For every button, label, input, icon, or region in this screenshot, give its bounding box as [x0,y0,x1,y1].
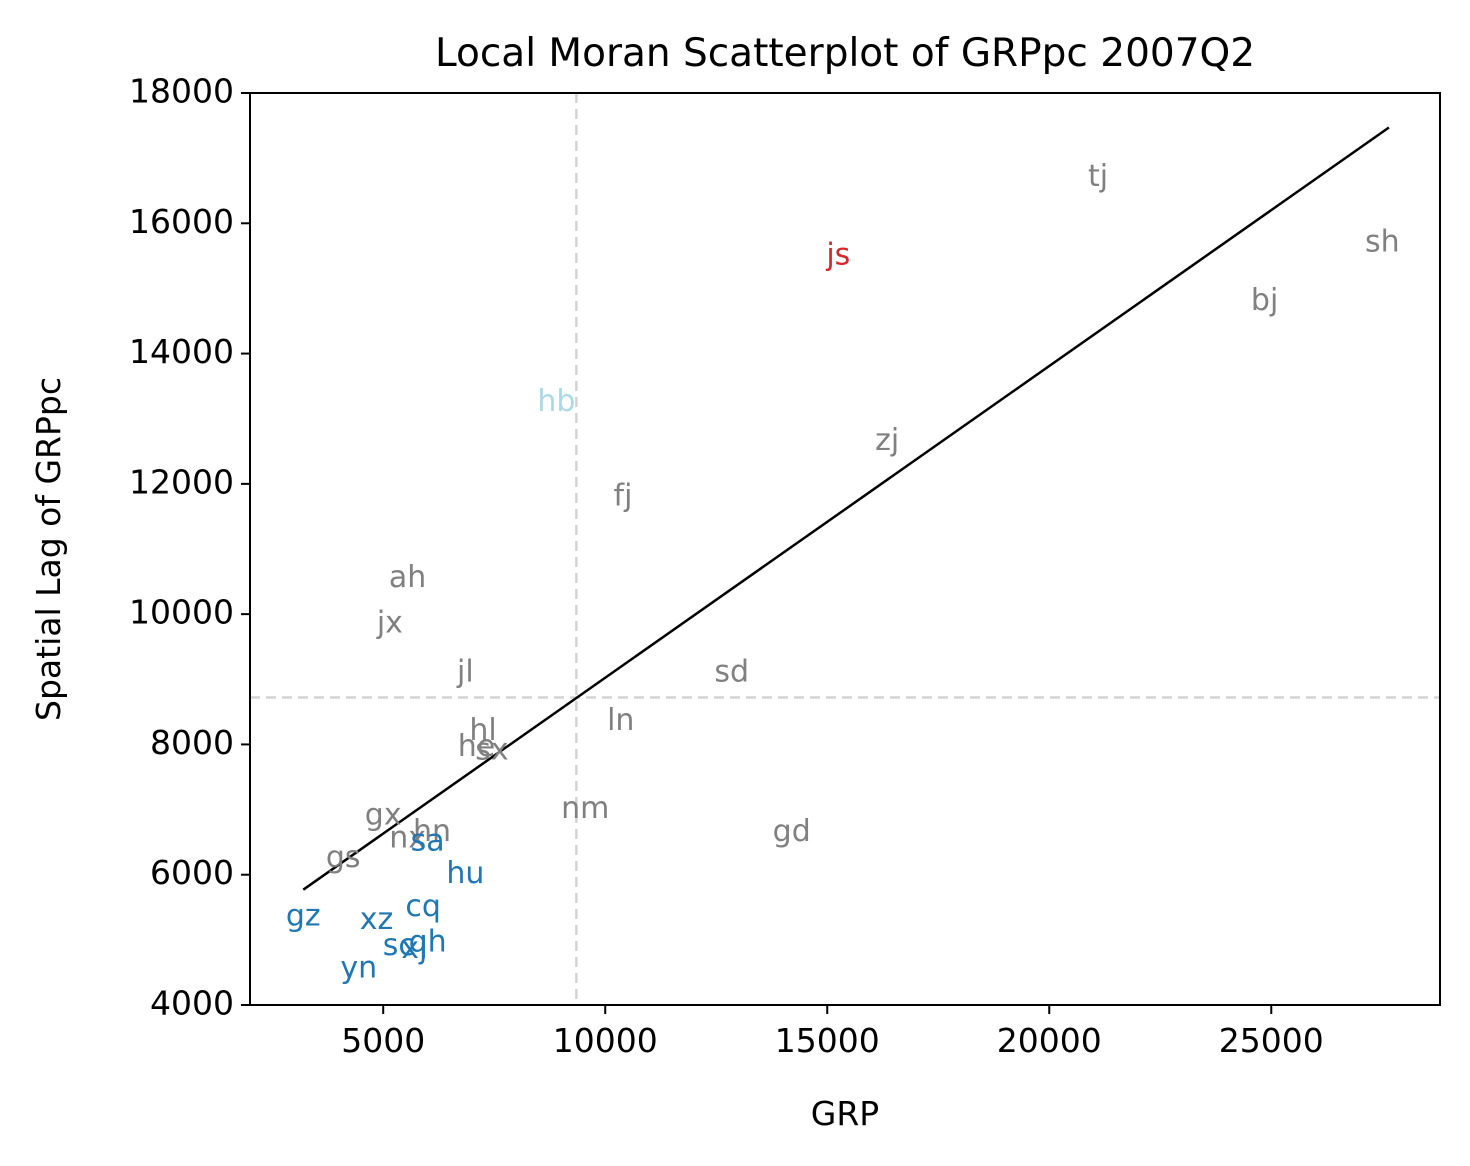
y-tick-label: 4000 [150,984,234,1023]
point-label-sa: sa [411,824,445,859]
point-label-hu: hu [446,856,484,891]
point-label-sd: sd [714,654,749,689]
point-label-gx: gx [365,798,402,833]
point-label-hn: hn [413,814,451,849]
point-label-jx: jx [376,605,403,640]
y-tick-label: 12000 [129,462,234,501]
y-tick-label: 18000 [129,72,234,111]
chart-title: Local Moran Scatterplot of GRPpc 2007Q2 [435,31,1255,76]
point-label-hb: hb [537,384,575,419]
regression-line [302,126,1390,891]
point-label-yn: yn [340,951,377,986]
y-tick-label: 10000 [129,593,234,632]
plot-frame [249,92,1441,1006]
point-label-sx: sx [475,732,508,767]
x-tick-label: 15000 [775,1021,880,1060]
point-label-gs: gs [326,840,361,875]
point-label-he: he [458,729,495,764]
point-label-sh: sh [1365,224,1400,259]
mean-lines [250,93,1440,1005]
point-label-js: js [825,237,850,272]
point-label-jl: jl [456,654,474,689]
point-label-qh: qh [409,925,447,960]
point-label-zj: zj [875,423,899,458]
y-tick-label: 6000 [150,853,234,892]
point-label-xj: xj [401,931,427,966]
point-label-fj: fj [614,478,633,513]
point-label-cq: cq [405,889,441,924]
point-label-hl: hl [469,713,496,748]
x-tick-label: 5000 [341,1021,425,1060]
point-label-nm: nm [561,791,609,826]
point-label-ah: ah [389,560,426,595]
y-axis-title: Spatial Lag of GRPpc [29,377,68,721]
x-tick-label: 20000 [997,1021,1102,1060]
y-tick-label: 8000 [150,723,234,762]
point-label-xz: xz [360,902,394,937]
point-label-gz: gz [286,899,321,934]
point-label-sc: sc [383,928,415,963]
point-label-ln: ln [607,703,634,738]
x-axis-title: GRP [811,1094,879,1133]
fit-line-group [302,126,1390,891]
point-label-bj: bj [1251,283,1278,318]
point-label-gd: gd [773,814,811,849]
point-label-tj: tj [1088,159,1108,194]
x-tick-label: 25000 [1219,1021,1324,1060]
x-axis: 5000 10000 15000 20000 25000 [341,1005,1324,1060]
x-tick-label: 10000 [553,1021,658,1060]
y-tick-label: 16000 [129,202,234,241]
y-axis: 4000 6000 8000 10000 12000 14000 16000 18000 [129,72,250,1023]
y-tick-label: 14000 [129,332,234,371]
point-label-nx: nx [389,820,426,855]
